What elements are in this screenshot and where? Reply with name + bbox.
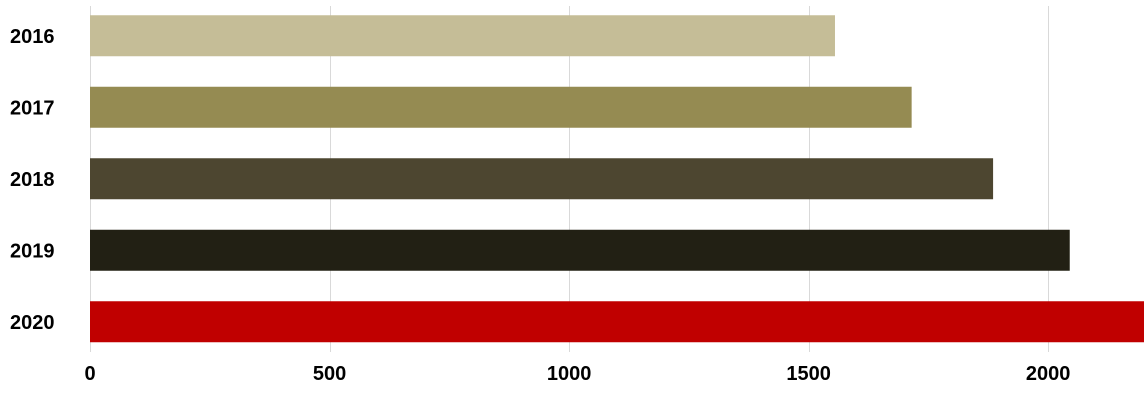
bar-2018 bbox=[90, 158, 994, 200]
x-tick-label: 500 bbox=[313, 363, 346, 385]
bar-2017 bbox=[90, 86, 912, 128]
category-label: 2016 bbox=[10, 26, 55, 48]
bar-2016 bbox=[90, 15, 835, 57]
category-label: 2020 bbox=[10, 312, 55, 334]
category-label: 2017 bbox=[10, 97, 55, 119]
x-tick-label: 2000 bbox=[1026, 363, 1071, 385]
x-tick-labels: 0 500 1000 1500 2000 bbox=[84, 363, 1070, 385]
x-tick-label: 0 bbox=[84, 363, 95, 385]
x-tick-label: 1500 bbox=[786, 363, 831, 385]
bar-2019 bbox=[90, 229, 1070, 271]
bars bbox=[90, 15, 1144, 343]
category-label: 2018 bbox=[10, 169, 55, 191]
category-label: 2019 bbox=[10, 240, 55, 262]
x-tick-label: 1000 bbox=[547, 363, 592, 385]
bar-2020 bbox=[90, 301, 1144, 343]
category-labels: 2016 2017 2018 2019 2020 bbox=[10, 26, 55, 334]
